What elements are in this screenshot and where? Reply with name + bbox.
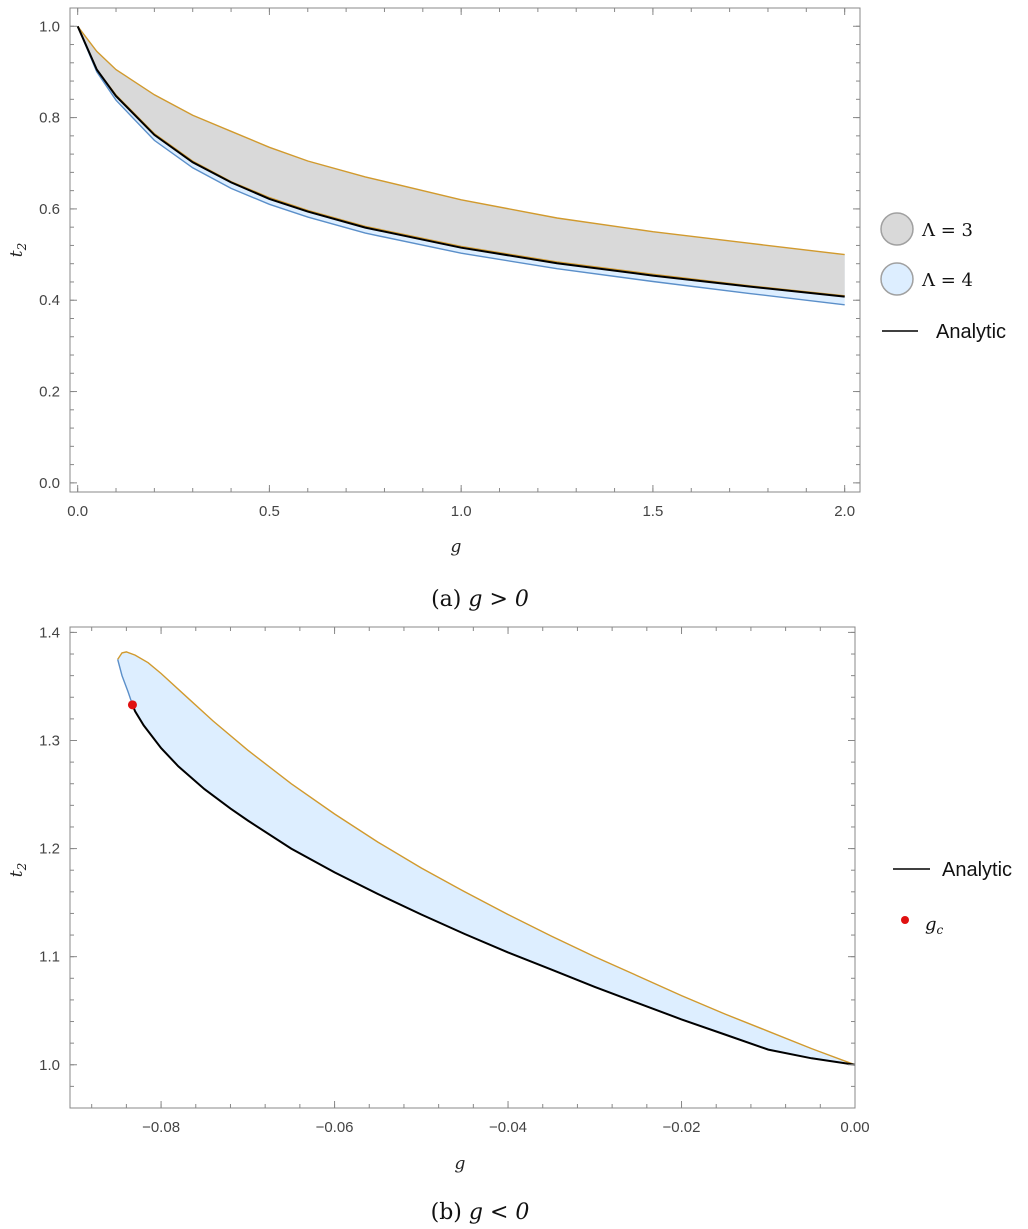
legend-disk-lambda-4	[880, 262, 914, 296]
lambda-4-lower-boundary-b	[117, 659, 134, 706]
a-x-tick-label: 2.0	[834, 503, 855, 520]
b-y-tick-label: 1.3	[39, 732, 60, 749]
legend-entry-analytic-b: Analytic	[893, 859, 1012, 881]
legend-entry-lambda-3: Λ = 3	[880, 212, 973, 246]
lambda-3-upper-boundary	[77, 25, 845, 256]
legend-disk-lambda-3	[880, 212, 914, 246]
legend-entry-analytic-a: Analytic	[882, 321, 1006, 343]
panel-b-y-axis-title: t2	[7, 863, 29, 877]
panel-b-areas	[117, 651, 855, 1065]
legend-label-gc: gc	[925, 914, 944, 937]
b-y-tick-label: 1.1	[39, 949, 60, 966]
b-x-tick-label: −0.06	[316, 1119, 354, 1136]
analytic-curve-a	[76, 25, 845, 298]
gc-critical-point	[127, 700, 137, 710]
panel-b-legend: Analytic gc	[893, 859, 1012, 937]
panel-b-lines	[117, 651, 856, 1066]
panel-b-chart: −0.08 −0.06 −0.04 −0.02 0.00 1.0 1.1 1.2 1.3 1.4…	[7, 624, 1012, 1225]
a-y-tick-label: 0.2	[39, 384, 60, 401]
a-x-tick-label: 1.5	[642, 503, 663, 520]
lambda-3-region	[77, 26, 845, 296]
b-x-tick-label: −0.04	[489, 1119, 527, 1136]
panel-a-y-axis-title: t2	[7, 243, 29, 257]
panel-a-x-axis-title: g	[451, 537, 462, 557]
panel-a-y-ticks: 0.0 0.2 0.4 0.6 0.8 1.0	[39, 18, 860, 492]
b-y-tick-label: 1.2	[39, 841, 60, 858]
a-y-tick-label: 0.4	[39, 292, 60, 309]
legend-label-analytic-a: Analytic	[936, 321, 1006, 343]
legend-dot-gc	[901, 916, 909, 924]
a-x-tick-label: 1.0	[451, 503, 472, 520]
panel-b-x-axis-title: g	[455, 1154, 466, 1174]
a-y-tick-label: 1.0	[39, 18, 60, 35]
a-y-tick-label: 0.0	[39, 475, 60, 492]
analytic-curve-b	[131, 704, 856, 1066]
legend-entry-gc: gc	[901, 914, 944, 937]
b-y-tick-label: 1.4	[39, 624, 60, 641]
panel-a-caption: (a) g > 0	[431, 587, 529, 612]
panel-a-legend: Λ = 3 Λ = 4 Analytic	[880, 212, 1006, 343]
a-x-tick-label: 0.0	[67, 503, 88, 520]
legend-label-lambda-3: Λ = 3	[921, 220, 973, 241]
lambda-4-upper-boundary	[117, 651, 856, 1066]
panel-b-x-ticks: −0.08 −0.06 −0.04 −0.02 0.00	[91, 627, 870, 1136]
legend-entry-lambda-4: Λ = 4	[880, 262, 973, 296]
b-x-tick-label: 0.00	[840, 1119, 869, 1136]
lambda-4-lower-boundary	[77, 26, 845, 306]
panel-a-areas	[77, 26, 845, 305]
b-x-tick-label: −0.02	[663, 1119, 701, 1136]
a-y-tick-label: 0.6	[39, 201, 60, 218]
a-x-tick-label: 0.5	[259, 503, 280, 520]
panel-b-frame	[69, 626, 856, 1109]
legend-label-analytic-b: Analytic	[942, 859, 1012, 881]
b-y-tick-label: 1.0	[39, 1057, 60, 1074]
lambda-4-region-b	[117, 651, 855, 1065]
panel-a-frame	[69, 7, 861, 493]
panel-a-lines	[76, 25, 845, 306]
a-y-tick-label: 0.8	[39, 110, 60, 127]
panel-b-y-ticks: 1.0 1.1 1.2 1.3 1.4	[39, 624, 855, 1109]
panel-b-caption: (b) g < 0	[431, 1200, 530, 1225]
b-x-tick-label: −0.08	[142, 1119, 180, 1136]
panel-a-x-ticks: 0.0 0.5 1.0 1.5 2.0	[67, 8, 855, 520]
legend-label-lambda-4: Λ = 4	[921, 270, 973, 291]
panel-a-chart: 0.0 0.5 1.0 1.5 2.0 0.00.20.40.60.81.0 g t2 …	[7, 7, 1006, 612]
